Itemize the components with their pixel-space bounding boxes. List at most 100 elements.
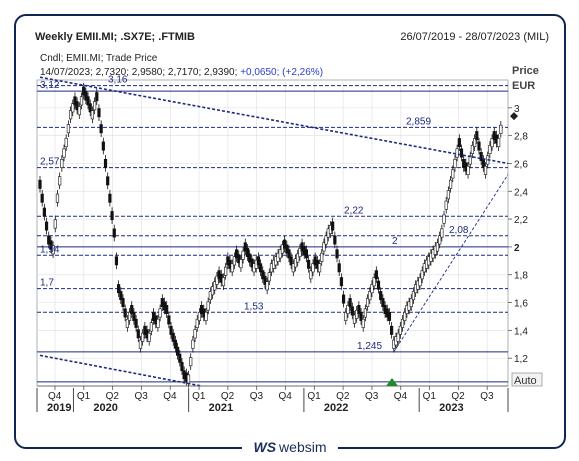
candle-body [95, 92, 99, 102]
candle-body [241, 250, 245, 260]
candle-body [322, 242, 326, 252]
y-tick-label: 3 [514, 104, 520, 115]
websim-logo-icon: WS [253, 439, 277, 455]
candle-body [136, 329, 140, 339]
x-tick-label: Q2 [336, 391, 350, 402]
candle-body [66, 124, 70, 134]
candle-body [374, 270, 378, 280]
level-label: 1,53 [244, 301, 264, 312]
candle-body [99, 124, 103, 134]
candle-body [110, 211, 114, 221]
plot-background [36, 79, 509, 387]
level-label: 3,12 [40, 80, 60, 91]
candle-body [123, 308, 127, 318]
year-label: 2019 [47, 402, 71, 414]
candle-body [438, 235, 442, 245]
candle-body [499, 124, 503, 134]
candle-body [101, 141, 105, 151]
info-values: 14/07/2023; 2,7320; 2,9580; 2,7170; 2,93… [40, 67, 237, 78]
candle-body [125, 318, 129, 328]
candle-body [186, 374, 191, 384]
y-tick-label: 1,2 [514, 354, 528, 365]
candle-body [130, 305, 134, 314]
x-tick-label: Q3 [250, 391, 264, 402]
resistance-trendline [39, 76, 509, 165]
candle-body [230, 263, 234, 273]
candle-body [335, 249, 339, 259]
level-label: 2 [392, 236, 398, 247]
y-tick-label: 1,4 [514, 326, 528, 337]
y-tick-label: 2,8 [514, 132, 528, 143]
auto-button[interactable] [511, 372, 543, 387]
candle-body [106, 176, 110, 186]
candle-body [58, 176, 62, 186]
currency-axis-label: EUR [512, 80, 535, 92]
candle-body [459, 148, 464, 158]
candle-body [138, 339, 143, 349]
x-tick-label: Q4 [48, 391, 62, 402]
candle-body [180, 362, 184, 372]
candle-body [114, 256, 119, 266]
candle-body [287, 249, 291, 259]
candle-body [112, 228, 116, 238]
x-tick-label: Q4 [279, 391, 293, 402]
x-tick-label: Q2 [106, 391, 120, 402]
candle-body [278, 249, 282, 259]
candle-body [350, 306, 354, 316]
candle-body [357, 305, 361, 314]
lower-trendline [39, 354, 202, 387]
candle-body [64, 138, 68, 148]
candle-body [77, 106, 81, 116]
x-tick-label: Q3 [365, 391, 379, 402]
candle-body [473, 138, 477, 148]
candle-body [346, 305, 350, 314]
candle-body [210, 286, 215, 296]
candle-body [263, 275, 267, 285]
candle-body [418, 277, 422, 287]
candle-body [53, 219, 57, 229]
candle-body [411, 291, 416, 301]
candle-body [490, 138, 494, 148]
candle-body [232, 256, 236, 266]
level-labels: 3,12 2,57 1,94 1,7 1,53 1,245 2,22 2 2,08 2,859 3,… [40, 75, 469, 352]
candle-body [372, 277, 376, 287]
candle-body [453, 158, 457, 168]
candle-body [248, 253, 252, 263]
candle-body [442, 214, 446, 224]
info-line-1: Cndl; EMII.MI; Trade Price [40, 53, 158, 64]
candle-body [359, 311, 363, 321]
candle-body [191, 339, 195, 349]
candle-body [158, 308, 162, 318]
candle-body [73, 96, 77, 106]
level-label: 1,94 [40, 244, 60, 255]
year-label: 2020 [93, 402, 117, 414]
candle-body [365, 298, 370, 308]
candle-body [341, 294, 346, 304]
candle-body [376, 280, 381, 290]
candle-body [84, 91, 88, 101]
candle-body [224, 266, 228, 276]
candle-body [285, 244, 289, 254]
candle-body [477, 141, 481, 151]
candle-body [103, 158, 108, 168]
candle-body [245, 248, 250, 257]
candle-body [396, 332, 400, 342]
candle-body [400, 318, 405, 328]
level-label: 2,08 [449, 225, 469, 236]
y-tick-label: 1,8 [514, 271, 528, 282]
candle-body [49, 240, 53, 250]
candle-body [381, 298, 385, 308]
candle-body [398, 325, 402, 335]
candle-body [127, 311, 132, 321]
candle-body [475, 131, 479, 141]
candle-body [466, 165, 470, 175]
candle-body [149, 322, 153, 332]
x-tick-label: Q2 [451, 391, 465, 402]
candle-body [92, 101, 97, 111]
candle-body [283, 239, 287, 249]
x-tick-label: Q3 [134, 391, 148, 402]
support-trendline [393, 174, 509, 353]
candle-body [291, 263, 295, 273]
current-price-marker [510, 112, 518, 121]
candle-body [40, 193, 44, 203]
